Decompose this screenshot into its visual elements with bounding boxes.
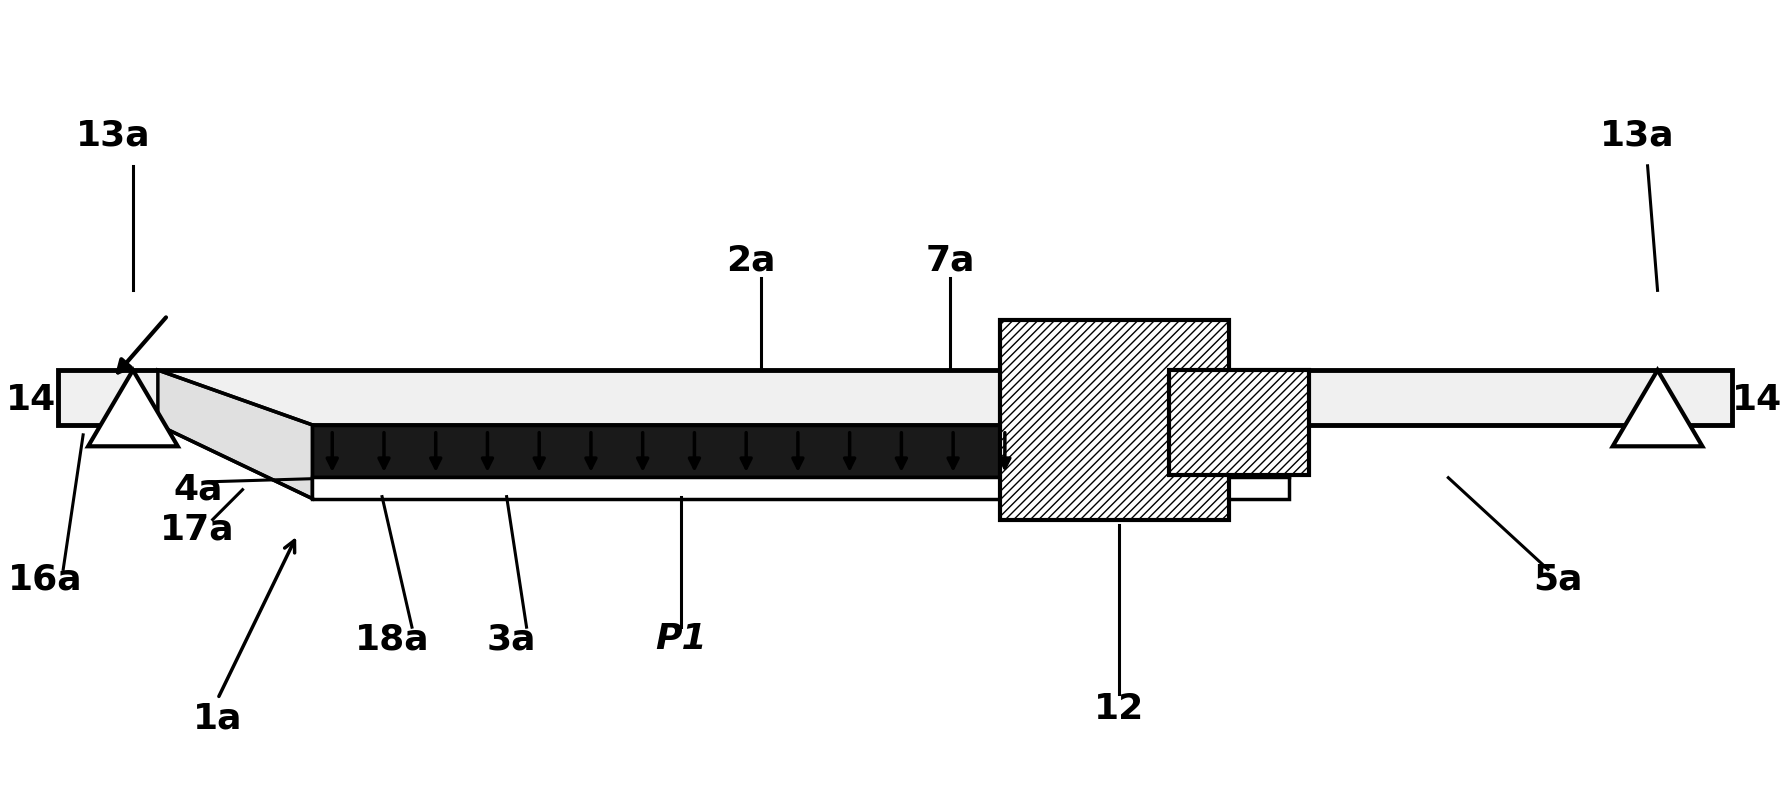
Text: 13a: 13a bbox=[75, 119, 150, 153]
Text: 18a: 18a bbox=[355, 623, 430, 656]
Text: 16a: 16a bbox=[7, 562, 82, 597]
Text: 5a: 5a bbox=[1533, 562, 1583, 597]
Text: 4a: 4a bbox=[174, 472, 222, 507]
Text: P1: P1 bbox=[656, 623, 707, 656]
Text: 7a: 7a bbox=[926, 244, 974, 277]
Bar bbox=[59, 370, 1732, 425]
Polygon shape bbox=[88, 370, 177, 446]
Bar bbox=[312, 476, 1290, 498]
Text: 14: 14 bbox=[5, 383, 57, 417]
Text: 17a: 17a bbox=[161, 512, 235, 546]
Text: 14: 14 bbox=[1732, 383, 1782, 417]
Text: 3a: 3a bbox=[487, 623, 536, 656]
Bar bbox=[1170, 370, 1309, 475]
Text: 13a: 13a bbox=[1601, 119, 1675, 153]
Text: 12: 12 bbox=[1094, 692, 1144, 726]
Bar bbox=[312, 425, 1290, 476]
Bar bbox=[999, 320, 1229, 520]
Polygon shape bbox=[1612, 370, 1703, 446]
Text: 2a: 2a bbox=[725, 244, 776, 277]
Text: 1a: 1a bbox=[193, 702, 242, 736]
Polygon shape bbox=[158, 370, 312, 498]
